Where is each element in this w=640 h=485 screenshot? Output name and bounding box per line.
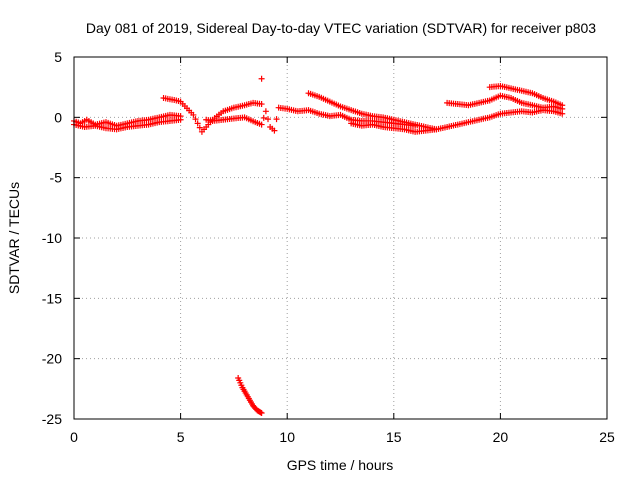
y-tick-label: -20 [42, 351, 62, 367]
data-point [249, 400, 256, 407]
data-point [239, 102, 246, 109]
data-point [378, 123, 385, 130]
data-point [265, 116, 272, 123]
data-point [246, 397, 253, 404]
data-point [122, 124, 129, 131]
data-point [240, 386, 247, 393]
data-point [269, 125, 276, 132]
data-point [484, 97, 491, 104]
data-point [346, 115, 353, 122]
data-point [399, 118, 406, 125]
data-point [378, 114, 385, 121]
data-point [258, 409, 265, 416]
x-tick-label: 25 [599, 429, 615, 445]
data-point [100, 124, 107, 131]
data-point [409, 121, 416, 128]
data-point [452, 122, 459, 129]
data-point [228, 105, 235, 112]
data-point [238, 382, 245, 389]
y-axis-label: SDTVAR / TECUs [6, 182, 22, 294]
x-axis-label: GPS time / hours [287, 457, 394, 473]
data-point [256, 120, 263, 127]
data-point [527, 89, 534, 96]
data-point [356, 109, 363, 116]
data-point [256, 100, 263, 107]
data-point [262, 108, 269, 115]
y-tick-label: 5 [54, 49, 62, 65]
data-point [196, 124, 203, 131]
data-point [171, 97, 178, 104]
data-point [258, 75, 265, 82]
data-point [175, 98, 182, 105]
plot-frame [73, 56, 608, 420]
data-point [388, 116, 395, 123]
y-tick-label: -5 [50, 170, 63, 186]
data-point [557, 101, 564, 108]
data-point [201, 126, 208, 133]
data-point [257, 409, 264, 416]
data-point [260, 114, 267, 121]
data-points [71, 75, 566, 416]
data-point [244, 393, 251, 400]
data-point [527, 101, 534, 108]
data-point [463, 119, 470, 126]
data-point [335, 102, 342, 109]
data-point [273, 116, 280, 123]
data-point [548, 97, 555, 104]
x-tick-label: 0 [70, 429, 78, 445]
x-tick-label: 20 [493, 429, 509, 445]
data-point [473, 117, 480, 124]
data-point [242, 390, 249, 397]
y-tick-label: -15 [42, 290, 62, 306]
data-point [441, 124, 448, 131]
data-point [399, 126, 406, 133]
data-point [282, 105, 289, 112]
data-point [239, 114, 246, 121]
data-point [314, 109, 321, 116]
data-point [192, 116, 199, 123]
data-point [194, 120, 201, 127]
data-point [314, 93, 321, 100]
data-point [346, 106, 353, 113]
data-point [188, 109, 195, 116]
data-point [335, 112, 342, 119]
data-point [154, 119, 161, 126]
data-point [236, 377, 243, 384]
data-point [218, 109, 225, 116]
data-point [537, 94, 544, 101]
data-point [143, 121, 150, 128]
data-point [473, 100, 480, 107]
data-point [164, 95, 171, 102]
data-point [175, 116, 182, 123]
data-point [516, 87, 523, 94]
data-point [484, 114, 491, 121]
data-point [505, 94, 512, 101]
data-point [516, 98, 523, 105]
y-tick-label: -25 [42, 411, 62, 427]
x-tick-label: 5 [177, 429, 185, 445]
x-tick-label: 15 [386, 429, 402, 445]
x-tick-label: 10 [279, 429, 295, 445]
data-point [505, 84, 512, 91]
y-tick-label: -10 [42, 230, 62, 246]
grid [74, 57, 607, 419]
chart-title: Day 081 of 2019, Sidereal Day-to-day VTE… [86, 20, 596, 36]
data-point [367, 112, 374, 119]
data-point [431, 126, 438, 133]
data-point [324, 97, 331, 104]
data-point [250, 118, 257, 125]
tick-labels: 0 5 10 15 20 25 5 0 -5 -10 -15 -20 -25 [42, 49, 615, 445]
y-tick-label: 0 [54, 109, 62, 125]
data-point [495, 111, 502, 118]
